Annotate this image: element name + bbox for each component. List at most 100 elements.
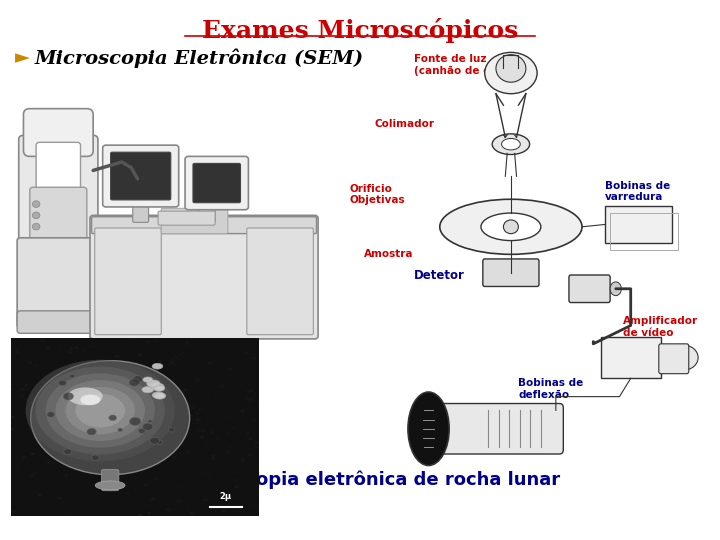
Circle shape (133, 403, 138, 406)
Circle shape (32, 201, 40, 207)
Circle shape (19, 379, 22, 382)
Circle shape (35, 491, 39, 494)
Circle shape (210, 394, 214, 397)
Circle shape (249, 399, 253, 401)
Circle shape (184, 452, 188, 455)
Circle shape (219, 492, 223, 495)
Circle shape (69, 347, 73, 350)
Circle shape (122, 380, 127, 383)
Circle shape (214, 407, 218, 410)
FancyBboxPatch shape (425, 403, 563, 454)
Text: Detetor: Detetor (414, 269, 465, 282)
Circle shape (248, 454, 252, 456)
Ellipse shape (502, 138, 521, 150)
Circle shape (194, 353, 198, 356)
Circle shape (153, 477, 158, 481)
Circle shape (91, 346, 96, 348)
Circle shape (186, 507, 191, 510)
FancyBboxPatch shape (199, 202, 215, 222)
Circle shape (147, 512, 151, 515)
Circle shape (55, 440, 59, 443)
Circle shape (47, 390, 51, 393)
Circle shape (15, 467, 19, 470)
Circle shape (135, 380, 140, 382)
Circle shape (189, 511, 194, 515)
Circle shape (247, 439, 251, 442)
Circle shape (246, 397, 250, 400)
Circle shape (114, 355, 119, 358)
Circle shape (58, 380, 66, 386)
Circle shape (188, 457, 192, 460)
Circle shape (29, 361, 32, 364)
Circle shape (144, 483, 148, 486)
Circle shape (78, 450, 83, 453)
Circle shape (229, 381, 233, 384)
Circle shape (179, 428, 183, 430)
Circle shape (200, 412, 204, 415)
Text: Imagem: Imagem (499, 408, 546, 418)
FancyBboxPatch shape (132, 200, 148, 222)
Circle shape (82, 341, 86, 344)
Circle shape (228, 368, 232, 370)
Circle shape (154, 340, 158, 342)
Circle shape (19, 388, 24, 391)
Circle shape (145, 369, 150, 372)
Circle shape (183, 396, 186, 399)
Text: Bobinas de
varredura: Bobinas de varredura (605, 181, 670, 202)
Ellipse shape (81, 395, 100, 405)
Circle shape (24, 383, 29, 387)
Circle shape (91, 455, 99, 461)
Circle shape (158, 360, 162, 363)
Circle shape (178, 358, 182, 361)
Circle shape (212, 457, 215, 460)
Circle shape (32, 212, 40, 219)
Circle shape (43, 443, 48, 446)
Circle shape (132, 438, 135, 441)
Ellipse shape (36, 367, 165, 455)
Circle shape (94, 460, 98, 463)
Circle shape (60, 454, 64, 457)
Circle shape (65, 372, 69, 374)
Circle shape (106, 380, 109, 383)
Circle shape (128, 349, 132, 352)
Circle shape (14, 350, 18, 354)
Text: Amplificador
de vídeo: Amplificador de vídeo (623, 316, 698, 338)
Circle shape (210, 485, 214, 488)
Circle shape (168, 428, 174, 432)
Circle shape (220, 385, 224, 388)
Circle shape (109, 468, 114, 471)
Text: Exames Microscópicos: Exames Microscópicos (202, 18, 518, 43)
Circle shape (118, 428, 122, 431)
Circle shape (101, 405, 104, 408)
Circle shape (63, 462, 68, 465)
Circle shape (249, 503, 253, 506)
Circle shape (165, 386, 168, 388)
Circle shape (246, 390, 251, 393)
Circle shape (207, 477, 211, 480)
Circle shape (58, 497, 61, 500)
Circle shape (121, 417, 125, 420)
Circle shape (138, 514, 143, 517)
Circle shape (202, 421, 207, 424)
Circle shape (156, 440, 163, 444)
Circle shape (250, 389, 253, 392)
Circle shape (256, 497, 259, 500)
Circle shape (11, 416, 14, 419)
Circle shape (70, 374, 75, 378)
Circle shape (40, 376, 45, 379)
Circle shape (71, 428, 75, 431)
Circle shape (164, 395, 168, 398)
Circle shape (61, 439, 65, 442)
Circle shape (25, 398, 30, 401)
Circle shape (122, 475, 126, 477)
FancyBboxPatch shape (185, 157, 248, 210)
Circle shape (67, 376, 71, 379)
Circle shape (198, 409, 202, 411)
Circle shape (197, 418, 201, 421)
Circle shape (54, 457, 58, 460)
Circle shape (30, 453, 35, 455)
Circle shape (74, 346, 78, 349)
Text: Colimador: Colimador (374, 119, 434, 129)
Circle shape (86, 506, 91, 509)
Circle shape (29, 438, 32, 441)
